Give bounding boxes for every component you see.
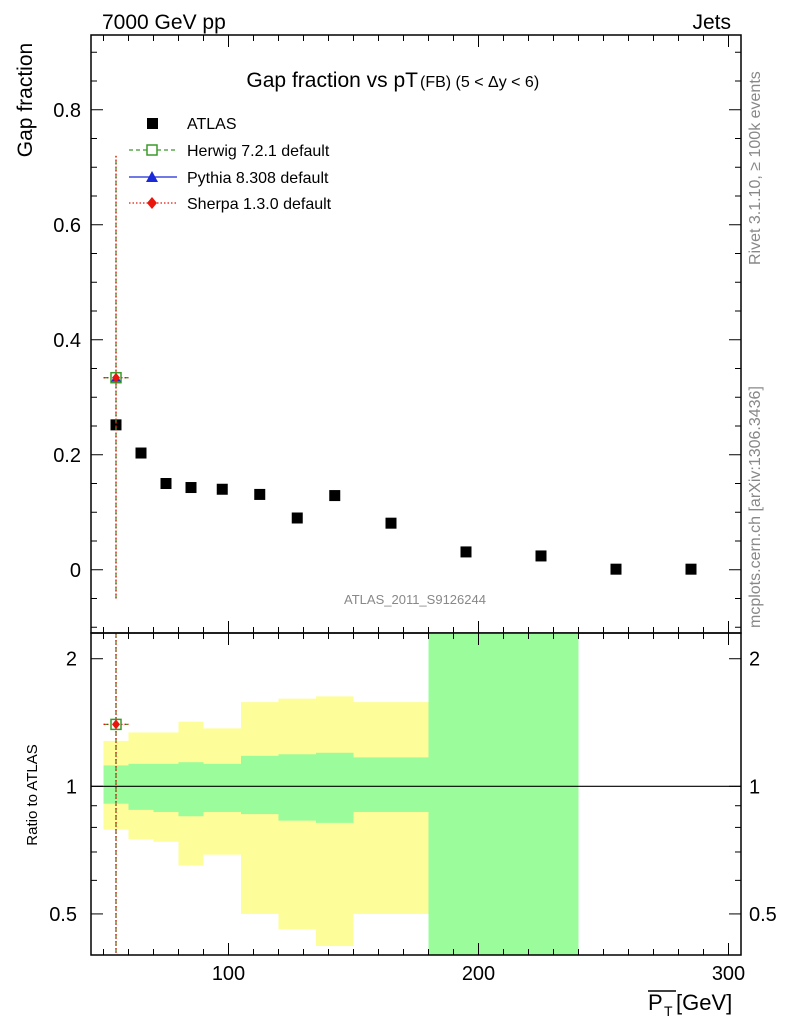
main-title: Gap fraction vs pT xyxy=(246,69,418,92)
ratio-stat-band xyxy=(178,762,204,817)
ratio-panel: Ratio to ATLAS 0.5 0.5 1 1 2 2 100 200 300 xyxy=(24,632,777,985)
xlabel-sub: T xyxy=(664,1003,673,1019)
atlas-point xyxy=(110,419,122,431)
header-right: Jets xyxy=(692,11,731,34)
legend-sherpa-label: Sherpa 1.3.0 default xyxy=(187,196,332,213)
ratio-ylabel: Ratio to ATLAS xyxy=(24,744,41,845)
legend-sherpa-marker xyxy=(147,197,157,209)
ratio-xtick-label: 300 xyxy=(712,963,745,985)
legend-herwig-marker xyxy=(146,144,158,156)
legend-sherpa: Sherpa 1.3.0 default xyxy=(129,196,332,213)
atlas-point xyxy=(685,563,697,575)
atlas-point xyxy=(185,482,197,494)
ratio-sherpa-point xyxy=(112,719,120,730)
x-axis-label: P T [GeV] xyxy=(648,990,732,1019)
ratio-stat-band xyxy=(153,763,179,812)
header-left: 7000 GeV pp xyxy=(102,11,226,34)
main-ytick-label: 0.6 xyxy=(53,215,81,237)
atlas-point xyxy=(135,447,147,459)
atlas-point xyxy=(460,546,472,558)
atlas-point xyxy=(160,478,172,489)
legend-pythia-label: Pythia 8.308 default xyxy=(187,170,329,187)
atlas-point xyxy=(291,512,303,524)
main-ylabel: Gap fraction xyxy=(14,43,37,157)
ratio-stat-band xyxy=(353,757,429,812)
legend-atlas-marker xyxy=(147,118,158,129)
xlabel-main: P xyxy=(648,990,663,1015)
main-panel: Gap fraction Gap fraction vs pT (FB) (5 … xyxy=(14,34,742,634)
ratio-stat-band xyxy=(241,755,279,815)
ratio-ytick-label-left: 2 xyxy=(66,649,77,671)
ratio-stat-band xyxy=(316,752,354,823)
atlas-point xyxy=(385,517,397,529)
xlabel-unit: [GeV] xyxy=(676,990,732,1015)
main-ytick-label: 0 xyxy=(70,560,81,582)
mcplots-label: mcplots.cern.ch [arXiv:1306.3436] xyxy=(747,386,764,628)
atlas-point xyxy=(216,483,228,495)
ratio-ytick-label-right: 1 xyxy=(749,776,760,798)
ratio-stat-band xyxy=(203,763,241,812)
legend-atlas-label: ATLAS xyxy=(187,116,237,133)
legend: ATLAS Herwig 7.2.1 default Pythia 8.308 … xyxy=(129,116,332,213)
ratio-stat-band xyxy=(278,754,316,821)
sherpa-point xyxy=(112,372,120,383)
ratio-frame xyxy=(90,632,742,956)
main-ytick-label: 0.4 xyxy=(53,330,81,352)
atlas-point xyxy=(535,550,547,562)
ratio-ytick-label-left: 1 xyxy=(66,776,77,798)
ratio-xtick-label: 200 xyxy=(462,963,495,985)
ratio-ytick-label-right: 0.5 xyxy=(749,904,777,926)
atlas-point xyxy=(329,490,341,502)
main-ytick-label: 0.2 xyxy=(53,445,81,467)
legend-pythia-marker xyxy=(146,171,158,182)
atlas-point xyxy=(254,488,266,500)
main-title-sub: (FB) (5 < Δy < 6) xyxy=(420,74,539,91)
legend-atlas: ATLAS xyxy=(147,116,237,133)
rivet-label: Rivet 3.1.10, ≥ 100k events xyxy=(747,71,764,265)
ratio-stat-band xyxy=(428,633,579,955)
atlas-point xyxy=(610,563,622,575)
legend-pythia: Pythia 8.308 default xyxy=(129,170,329,187)
ratio-ytick-label-right: 2 xyxy=(749,649,760,671)
legend-herwig-label: Herwig 7.2.1 default xyxy=(187,143,330,160)
watermark: ATLAS_2011_S9126244 xyxy=(344,592,486,607)
ratio-ytick-label-left: 0.5 xyxy=(49,904,77,926)
ratio-xtick-label: 100 xyxy=(212,963,245,985)
legend-herwig: Herwig 7.2.1 default xyxy=(129,143,330,160)
main-ytick-label: 0.8 xyxy=(53,100,81,122)
